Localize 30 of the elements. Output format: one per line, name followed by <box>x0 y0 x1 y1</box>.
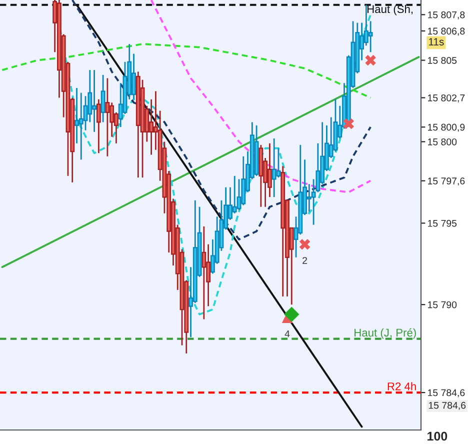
annotation: 4 <box>284 330 290 338</box>
y-tick-label: 15 790 <box>428 301 457 308</box>
point <box>365 54 376 66</box>
y-tick-label: 15 795 <box>428 220 457 227</box>
ref-line-label: Haut (J, Pré) <box>354 328 416 339</box>
line-series <box>1 43 372 99</box>
candlestick <box>276 148 281 178</box>
y-tick-label: 15 797,6 <box>428 178 465 186</box>
y-tick-label: 15 800 <box>428 138 457 146</box>
point <box>299 238 310 250</box>
point <box>284 306 300 322</box>
ref-line-label: Haut (Sh, <box>368 4 413 16</box>
candlestick <box>96 98 101 154</box>
y-tick-label: 15 800,9 <box>428 124 465 132</box>
y-tick-label: 15 805 <box>428 57 457 64</box>
candlestick <box>202 226 206 320</box>
candlestick <box>272 138 276 198</box>
annotation: 2 <box>302 257 307 264</box>
y-tick-label: 15 807,8 <box>428 11 465 20</box>
candlestick <box>100 74 106 123</box>
y-tick-label: 15 802,7 <box>428 94 465 102</box>
point <box>343 118 354 130</box>
text: 11s <box>428 38 444 46</box>
y-tick-label: 15 806,8 <box>428 28 465 36</box>
candlestick <box>105 77 110 158</box>
text: 100 <box>428 432 448 441</box>
candlestick <box>78 92 84 160</box>
candlestick <box>368 20 373 53</box>
y-tick-label: 15 784,6 <box>428 389 465 398</box>
ref-line-label: R2 4h <box>388 382 416 390</box>
